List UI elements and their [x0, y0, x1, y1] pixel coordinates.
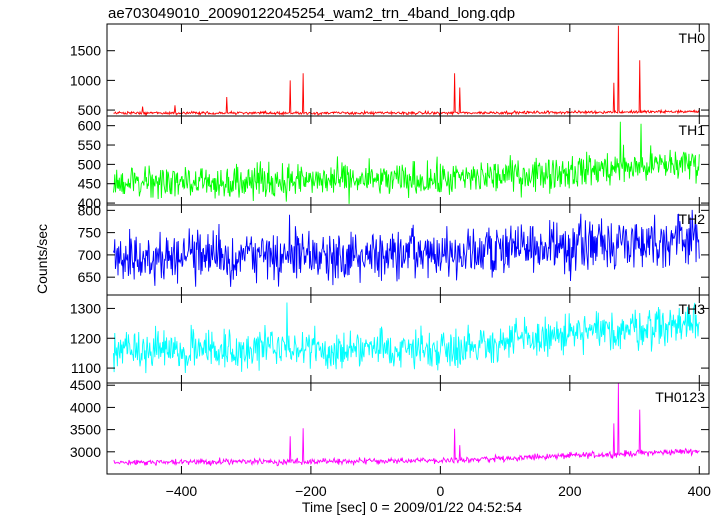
- y-tick-label: 650: [78, 269, 102, 285]
- series-line-th3: [113, 302, 700, 374]
- y-tick-label: 1000: [70, 72, 101, 88]
- panel-frame: [106, 204, 710, 296]
- panel-name-label: TH1: [679, 122, 706, 138]
- y-tick-label: 800: [78, 202, 102, 218]
- y-tick-label: 4000: [70, 399, 101, 415]
- y-tick-label: 4500: [70, 377, 101, 393]
- series-line-th2: [113, 209, 700, 287]
- y-tick-label: 3000: [70, 444, 101, 460]
- y-tick-label: 700: [78, 247, 102, 263]
- y-tick-label: 3500: [70, 422, 101, 438]
- x-tick-label: 200: [558, 483, 582, 499]
- x-axis-title: Time [sec] 0 = 2009/01/22 04:52:54: [302, 499, 522, 515]
- y-tick-label: 400: [78, 195, 102, 211]
- y-tick-label: 1300: [70, 300, 101, 316]
- panel-frame: [106, 382, 710, 475]
- panels-group: 500 1000 1500 TH0 400 450 500 550 600 TH1 650 700 75…: [70, 23, 712, 499]
- panel-th0123: 3000 3500 4000 4500 TH0123: [70, 377, 710, 475]
- panel-th1: 400 450 500 550 600 TH1: [78, 115, 710, 211]
- panel-th2: 650 700 750 800 TH2: [78, 202, 710, 296]
- panel-name-label: TH3: [679, 301, 706, 317]
- panel-name-label: TH0: [679, 30, 706, 46]
- panel-th3: 1100 1200 1300 TH3: [70, 294, 710, 384]
- y-tick-label: 500: [78, 102, 102, 118]
- x-tick-label: −400: [166, 483, 198, 499]
- panel-name-label: TH2: [679, 211, 706, 227]
- chart-title: ae703049010_20090122045254_wam2_trn_4ban…: [108, 5, 515, 22]
- y-tick-label: 600: [78, 118, 102, 134]
- y-tick-label: 1200: [70, 330, 101, 346]
- series-line-th0: [113, 25, 700, 116]
- series-line-th0123: [113, 383, 700, 467]
- x-tick-label: 400: [688, 483, 712, 499]
- panel-th0: 500 1000 1500 TH0: [70, 23, 710, 118]
- y-tick-label: 550: [78, 137, 102, 153]
- series-line-th1: [113, 121, 700, 204]
- y-tick-label: 1500: [70, 43, 101, 59]
- y-tick-label: 750: [78, 225, 102, 241]
- x-tick-label: −200: [295, 483, 327, 499]
- panel-name-label: TH0123: [655, 389, 705, 405]
- x-tick-label: 0: [436, 483, 444, 499]
- y-tick-label: 500: [78, 156, 102, 172]
- y-axis-title: Counts/sec: [34, 224, 50, 294]
- y-tick-label: 450: [78, 176, 102, 192]
- y-tick-label: 1100: [71, 360, 101, 376]
